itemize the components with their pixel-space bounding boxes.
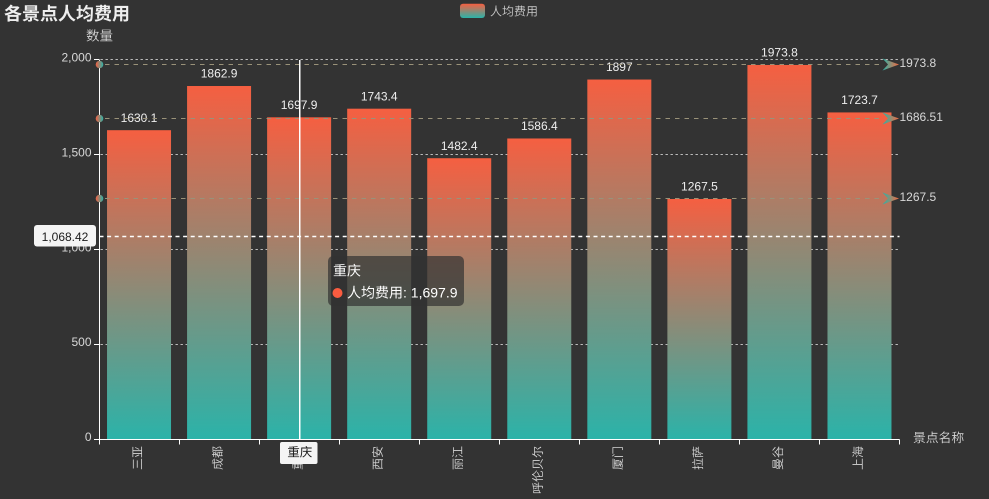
svg-text:1267.5: 1267.5	[900, 190, 937, 204]
svg-text:1743.4: 1743.4	[361, 89, 398, 103]
svg-text:500: 500	[71, 335, 91, 349]
svg-text:: 1,697.9: : 1,697.9	[403, 285, 458, 301]
svg-text:1,500: 1,500	[61, 146, 91, 160]
svg-text:1482.4: 1482.4	[441, 139, 478, 153]
svg-text:1,068.42: 1,068.42	[42, 230, 89, 244]
svg-text:1686.51: 1686.51	[900, 110, 944, 124]
svg-text:1973.8: 1973.8	[900, 56, 937, 70]
svg-text:1897: 1897	[606, 60, 633, 74]
svg-text:1862.9: 1862.9	[201, 67, 238, 81]
svg-text:1973.8: 1973.8	[761, 46, 798, 60]
svg-text:1267.5: 1267.5	[681, 180, 718, 194]
svg-text:1630.1: 1630.1	[121, 111, 158, 125]
svg-text:0: 0	[85, 430, 92, 444]
svg-text:1723.7: 1723.7	[841, 93, 878, 107]
svg-text:2,000: 2,000	[61, 51, 91, 65]
svg-text:1586.4: 1586.4	[521, 119, 558, 133]
